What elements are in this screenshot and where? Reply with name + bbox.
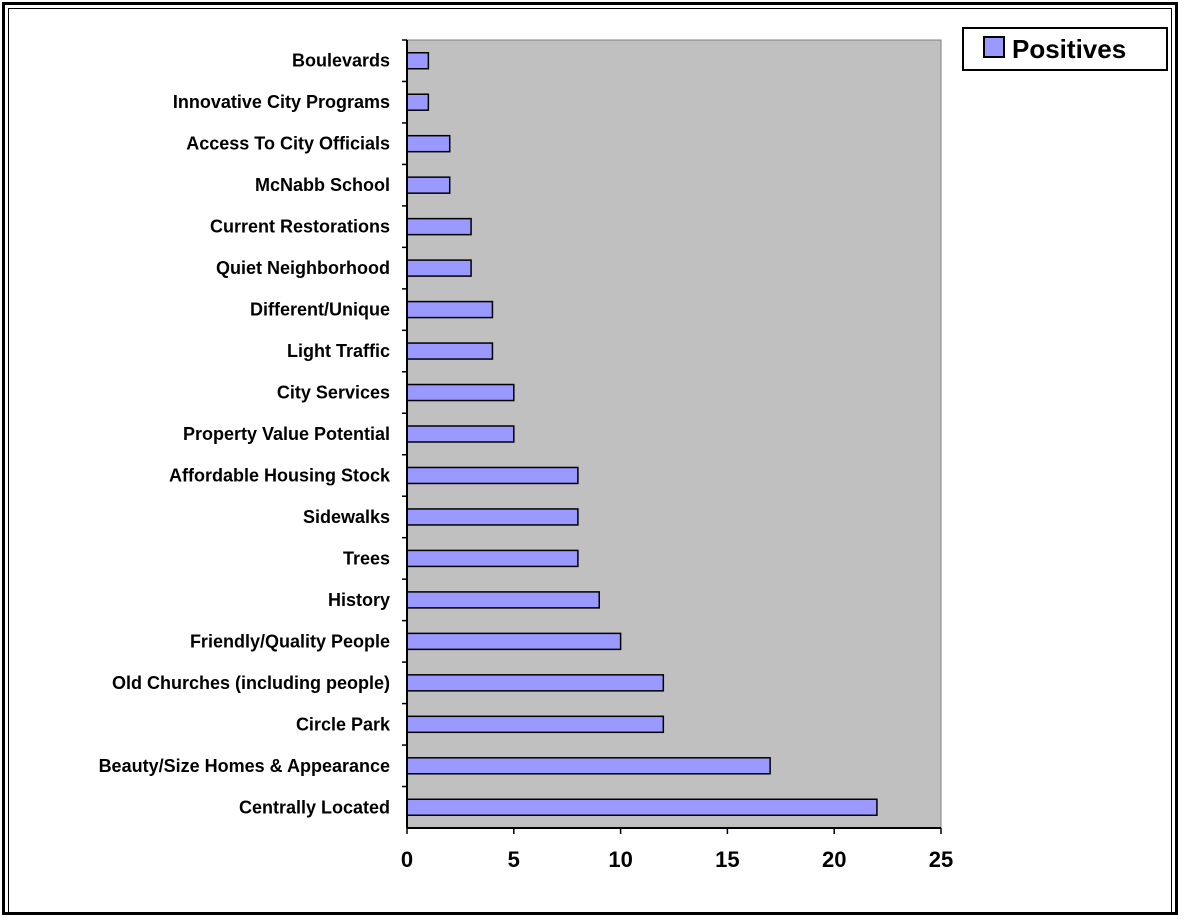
x-tick-label: 0	[401, 847, 413, 872]
x-tick-label: 25	[929, 847, 953, 872]
bar-10	[406, 466, 579, 485]
category-label: City Services	[277, 383, 390, 403]
category-label: Property Value Potential	[183, 424, 390, 444]
category-label: Old Churches (including people)	[112, 673, 390, 693]
category-label: Beauty/Size Homes & Appearance	[99, 756, 390, 776]
category-label: Access To City Officials	[186, 134, 390, 154]
category-label: Affordable Housing Stock	[169, 465, 391, 485]
x-tick-label: 20	[822, 847, 846, 872]
legend: Positives	[962, 27, 1168, 71]
bar-7	[406, 342, 494, 360]
legend-swatch	[983, 36, 1005, 58]
x-tick-label: 10	[608, 847, 632, 872]
bar-3	[406, 176, 451, 194]
category-label: Circle Park	[296, 714, 391, 734]
category-label: Friendly/Quality People	[190, 631, 390, 651]
category-label: Light Traffic	[287, 341, 390, 361]
bar-17	[406, 757, 771, 775]
bar-8	[406, 383, 515, 402]
category-label: Different/Unique	[250, 300, 390, 320]
x-tick-label: 5	[508, 847, 520, 872]
bar-13	[406, 591, 600, 609]
x-tick-label: 15	[715, 847, 739, 872]
category-label: Quiet Neighborhood	[216, 258, 390, 278]
category-label: Sidewalks	[303, 507, 390, 527]
bar-1	[406, 93, 430, 111]
category-label: Centrally Located	[239, 797, 390, 817]
bar-12	[406, 549, 579, 568]
bar-18	[406, 798, 878, 817]
category-label: Current Restorations	[210, 217, 390, 237]
category-label: Innovative City Programs	[173, 92, 390, 112]
bar-15	[406, 674, 665, 692]
bar-4	[406, 217, 472, 236]
legend-entry-label: Positives	[1012, 34, 1126, 64]
category-label: History	[328, 590, 390, 610]
category-label: Trees	[343, 548, 390, 568]
bar-6	[406, 300, 494, 319]
chart-inner-border	[8, 8, 1172, 913]
bar-14	[406, 632, 622, 651]
bar-16	[406, 715, 665, 734]
bar-9	[406, 425, 515, 443]
bar-11	[406, 508, 579, 526]
bar-0	[406, 51, 430, 70]
bar-2	[406, 134, 451, 153]
category-label: McNabb School	[255, 175, 390, 195]
category-label: Boulevards	[292, 51, 390, 71]
bar-5	[406, 259, 472, 277]
